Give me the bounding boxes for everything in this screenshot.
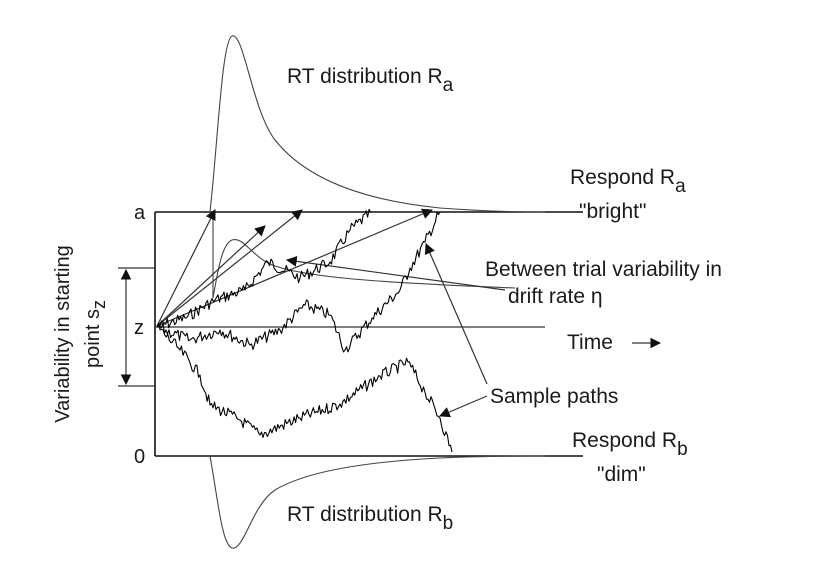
sample-paths-label: Sample paths (490, 385, 618, 408)
y-axis-label-line2: point sz (82, 300, 109, 368)
tick-label-0: 0 (134, 446, 145, 468)
drift-arrow-3 (156, 208, 433, 327)
rt-distribution-top-label: RT distribution Ra (287, 65, 454, 96)
sample-paths-pointer-lower (439, 395, 488, 418)
between-trial-label-line1: Between trial variability in (485, 258, 722, 281)
rt-distribution-top-curve (209, 35, 546, 213)
respond-top-word: "bright" (579, 200, 646, 223)
sample-paths-pointer-upper (424, 243, 488, 385)
sample-path-3 (156, 323, 453, 453)
sample-paths-group (156, 208, 453, 453)
tick-label-z: z (134, 317, 144, 339)
y-axis-label-line1: Variability in starting (52, 245, 74, 422)
sample-path-1 (156, 208, 372, 329)
between-trial-label-line2: drift rate η (508, 285, 603, 308)
drift-arrow-1 (156, 209, 216, 327)
time-label: Time (567, 331, 613, 354)
tick-label-a: a (134, 202, 146, 224)
rt-distribution-bottom-curve (209, 455, 546, 549)
drift-arrow-2 (156, 209, 303, 327)
sample-path-2 (156, 211, 441, 353)
respond-bottom-label: Respond Rb (572, 429, 688, 460)
between-trial-pointer (285, 255, 506, 291)
respond-top-label: Respond Ra (570, 166, 686, 197)
respond-bottom-word: "dim" (597, 463, 646, 486)
drift-arrow-4 (156, 225, 266, 327)
drift-rate-distribution-curve (212, 212, 516, 299)
rt-distribution-bottom-label: RT distribution Rb (287, 503, 453, 534)
